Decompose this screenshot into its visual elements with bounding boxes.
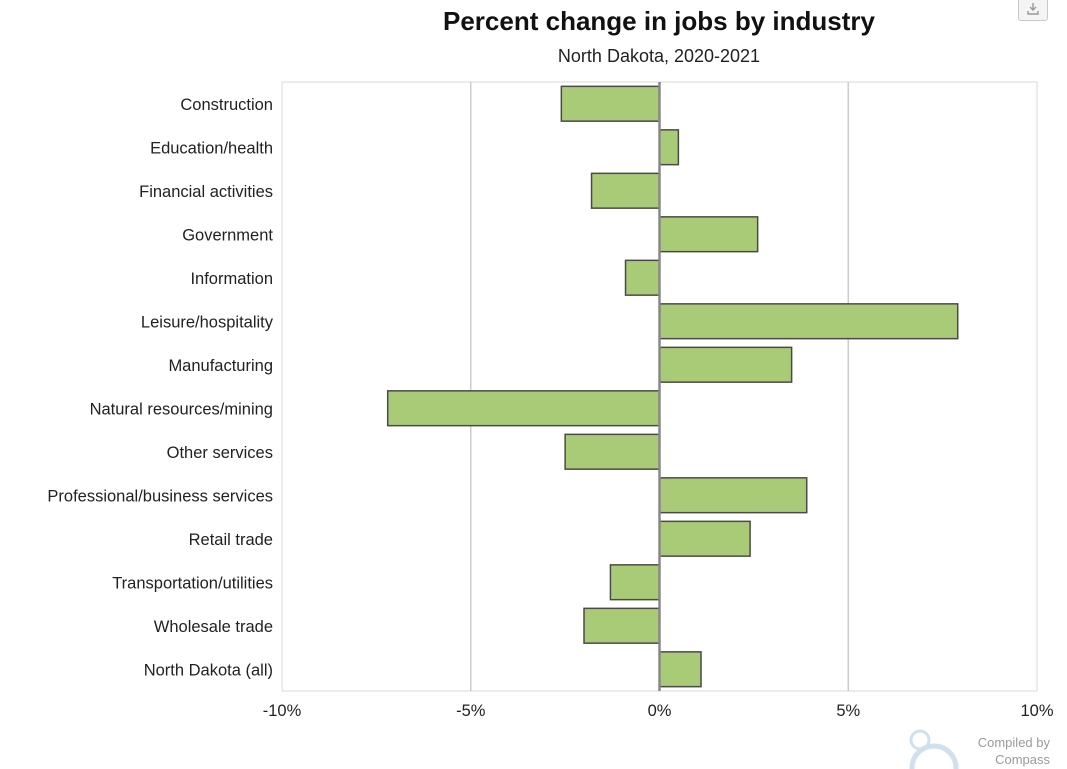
x-tick-label: -10% (263, 702, 302, 720)
bar (658, 303, 959, 340)
category-label: Retail trade (189, 531, 273, 549)
category-label: Financial activities (139, 183, 273, 201)
category-label: Manufacturing (168, 357, 273, 375)
download-icon (1026, 2, 1040, 19)
category-label: Information (190, 270, 273, 288)
category-label: Government (182, 226, 273, 244)
bar (590, 172, 661, 209)
category-label: Other services (167, 444, 273, 462)
bar (658, 477, 808, 514)
credit-line-2: Compass (995, 752, 1050, 767)
x-tick-label: -5% (456, 702, 486, 720)
category-labels: Construction Education/health Financial ac… (47, 96, 273, 680)
category-label: Professional/business services (47, 487, 273, 505)
category-label: Leisure/hospitality (141, 313, 274, 331)
x-tick-label: 0% (648, 702, 672, 720)
bar (624, 259, 661, 296)
gridlines (470, 82, 849, 691)
bar (658, 129, 680, 166)
bar (658, 520, 751, 557)
chart-title: Percent change in jobs by industry (443, 6, 875, 36)
download-button[interactable] (1018, 0, 1048, 21)
bar (386, 390, 661, 427)
credit-text: Compiled by Compass (978, 734, 1050, 768)
x-tick-label: 5% (836, 702, 860, 720)
category-label: Wholesale trade (154, 618, 273, 636)
category-label: Natural resources/mining (90, 400, 273, 418)
bar (658, 216, 759, 253)
category-label: North Dakota (all) (144, 661, 273, 679)
chart-subtitle: North Dakota, 2020-2021 (557, 46, 761, 66)
x-tick-label: 10% (1020, 702, 1053, 720)
category-label: Transportation/utilities (112, 574, 273, 592)
x-tick-labels: -10% -5% 0% 5% 10% (263, 702, 1054, 720)
bar (564, 433, 661, 470)
bar (658, 651, 702, 688)
credit-badge: Compiled by Compass (900, 724, 1050, 769)
bar (658, 346, 793, 383)
bar (609, 564, 661, 601)
credit-line-1: Compiled by (977, 735, 1050, 750)
bar (583, 607, 661, 644)
compass-logo-icon (909, 729, 959, 769)
bar (560, 85, 661, 122)
category-label: Education/health (150, 139, 273, 157)
category-label: Construction (180, 96, 273, 114)
